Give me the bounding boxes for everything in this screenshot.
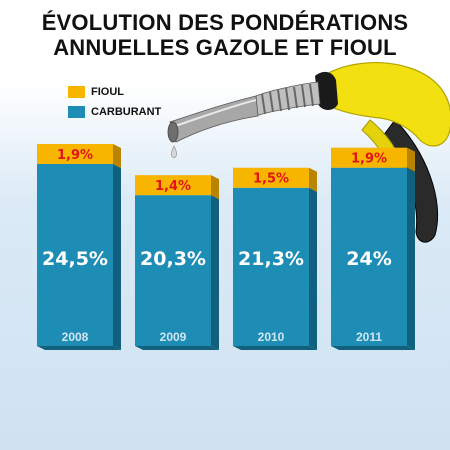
data-label-carburant: 20,3% bbox=[140, 248, 206, 270]
bar-side-carburant bbox=[309, 187, 317, 350]
bar-side-fioul bbox=[211, 175, 219, 200]
x-tick-label: 2011 bbox=[356, 330, 382, 344]
bar-bottom-shade bbox=[233, 346, 317, 350]
legend-label-carburant: CARBURANT bbox=[91, 106, 162, 118]
fuel-drop-icon bbox=[171, 145, 177, 159]
chart-title: ÉVOLUTION DES PONDÉRATIONS ANNUELLES GAZ… bbox=[0, 10, 450, 60]
data-label-fioul: 1,9% bbox=[351, 152, 387, 167]
legend-item-fioul: FIOUL bbox=[68, 82, 161, 102]
bar-carburant bbox=[37, 163, 113, 346]
x-tick-label: 2009 bbox=[160, 330, 187, 344]
bar-carburant bbox=[233, 187, 309, 346]
data-label-carburant: 24% bbox=[346, 248, 391, 270]
nozzle-body bbox=[317, 62, 450, 147]
nozzle-tip bbox=[167, 121, 179, 143]
bar-fioul bbox=[37, 143, 113, 164]
bar-side-fioul bbox=[407, 147, 415, 172]
nozzle-collar bbox=[315, 71, 338, 110]
bar-fioul bbox=[135, 175, 211, 196]
data-label-carburant: 24,5% bbox=[42, 248, 108, 270]
data-label-fioul: 1,9% bbox=[57, 148, 93, 163]
bar-bottom-shade bbox=[37, 346, 121, 350]
legend-item-carburant: CARBURANT bbox=[68, 102, 161, 122]
bar-side-carburant bbox=[113, 163, 121, 350]
x-tick-label: 2008 bbox=[62, 330, 89, 344]
bar-carburant bbox=[135, 195, 211, 346]
data-label-carburant: 21,3% bbox=[238, 248, 304, 270]
legend-swatch-fioul bbox=[68, 86, 85, 98]
bar-side-fioul bbox=[309, 167, 317, 192]
data-label-fioul: 1,4% bbox=[155, 179, 191, 194]
nozzle-spring bbox=[251, 81, 321, 117]
x-tick-label: 2010 bbox=[258, 330, 285, 344]
bar-fioul bbox=[233, 167, 309, 188]
chart-title-line-2: ANNUELLES GAZOLE ET FIOUL bbox=[53, 35, 397, 60]
bar-carburant bbox=[331, 167, 407, 346]
chart-title-line-1: ÉVOLUTION DES PONDÉRATIONS bbox=[41, 10, 409, 35]
bar-bottom-shade bbox=[135, 346, 219, 350]
bar-side-fioul bbox=[113, 143, 121, 168]
bars-group: 1,9% 24,5% 2008 1,4% 20,3% 2009 1,5% 21,3% 2010 1… bbox=[37, 143, 415, 350]
bar-side-carburant bbox=[211, 195, 219, 350]
legend-swatch-carburant bbox=[68, 106, 85, 118]
legend-label-fioul: FIOUL bbox=[91, 86, 124, 98]
bar-fioul bbox=[331, 147, 407, 168]
data-label-fioul: 1,5% bbox=[253, 172, 289, 187]
bar-bottom-shade bbox=[331, 346, 415, 350]
legend: FIOUL CARBURANT bbox=[68, 82, 161, 122]
bar-side-carburant bbox=[407, 167, 415, 350]
nozzle-spout bbox=[169, 95, 259, 143]
